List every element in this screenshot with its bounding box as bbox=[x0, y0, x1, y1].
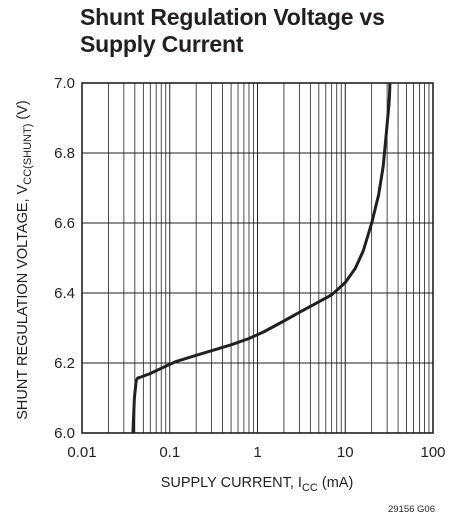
y-tick-label: 7.0 bbox=[54, 75, 75, 92]
x-tick-label: 10 bbox=[337, 444, 354, 461]
x-tick-labels: 0.01 0.1 1 10 100 bbox=[67, 444, 445, 461]
series-line bbox=[131, 82, 392, 434]
y-axis-label: SHUNT REGULATION VOLTAGE, VCC(SHUNT) (V) bbox=[15, 100, 34, 419]
figure-id: 29156 G06 bbox=[388, 504, 435, 515]
grid-lines bbox=[82, 83, 433, 433]
x-tick-label: 0.01 bbox=[67, 444, 96, 461]
y-tick-label: 6.4 bbox=[54, 285, 75, 302]
chart-title-line-2: Supply Current bbox=[80, 31, 244, 57]
x-tick-label: 1 bbox=[253, 444, 261, 461]
y-tick-label: 6.6 bbox=[54, 215, 75, 232]
x-axis-label: SUPPLY CURRENT, ICC (mA) bbox=[161, 475, 354, 494]
y-tick-labels: 6.0 6.2 6.4 6.6 6.8 7.0 bbox=[54, 75, 75, 442]
chart-title-line-1: Shunt Regulation Voltage vs bbox=[80, 4, 385, 30]
plot-frame bbox=[81, 82, 434, 434]
chart-title: Shunt Regulation Voltage vs Supply Curre… bbox=[80, 4, 385, 58]
x-tick-label: 0.1 bbox=[159, 444, 180, 461]
y-tick-label: 6.2 bbox=[54, 355, 75, 372]
y-tick-label: 6.0 bbox=[54, 425, 75, 442]
x-tick-label: 100 bbox=[420, 444, 445, 461]
y-tick-label: 6.8 bbox=[54, 145, 75, 162]
